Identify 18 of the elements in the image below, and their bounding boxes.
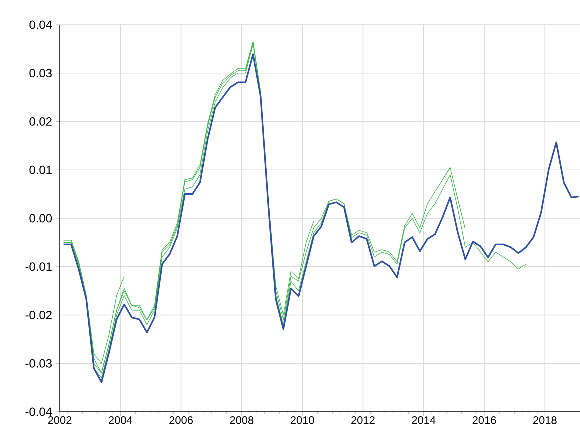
y-tick-label: -0.04 xyxy=(26,408,52,416)
x-tick-label: 2016 xyxy=(472,416,496,424)
y-tick-label: 0.03 xyxy=(30,69,52,78)
y-tick-label: -0.03 xyxy=(26,359,52,368)
x-tick-label: 2010 xyxy=(290,416,314,424)
x-tick-label: 2006 xyxy=(170,416,193,424)
y-tick-label: 0.01 xyxy=(30,166,52,174)
x-tick-label: 2018 xyxy=(534,416,557,424)
y-tick-label: 0.04 xyxy=(30,20,52,30)
y-tick-label: 0.02 xyxy=(30,118,52,126)
y-tick-label: -0.01 xyxy=(26,262,52,272)
y-tick-label: 0.00 xyxy=(30,214,52,223)
x-tick-label: 2008 xyxy=(230,416,254,424)
x-tick-label: 2004 xyxy=(109,416,132,424)
x-tick-label: 2002 xyxy=(48,416,72,424)
x-tick-label: 2014 xyxy=(412,416,436,424)
y-tick-label: -0.02 xyxy=(26,311,52,320)
x-tick-label: 2012 xyxy=(352,416,375,424)
